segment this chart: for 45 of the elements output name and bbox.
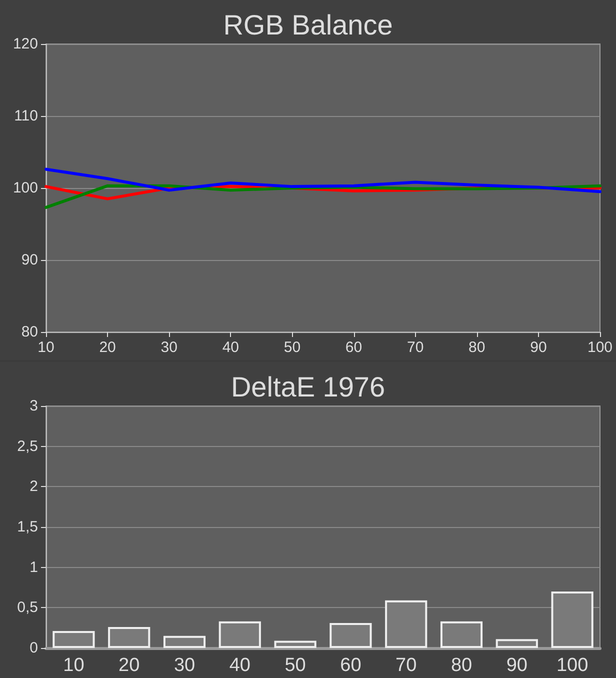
y-tick-label: 120 [12,36,38,52]
y-tick-label: 110 [14,108,38,124]
bar [440,621,483,648]
bar [274,640,316,648]
x-tick-label: 80 [468,339,486,356]
y-tick-label: 1 [30,558,38,576]
x-tick-label: 100 [587,339,613,356]
x-tick-label: 10 [63,655,84,676]
y-tick-label: 0,5 [17,599,38,616]
bar [163,636,206,648]
x-tick-label: 40 [222,339,240,356]
x-tick-label: 70 [406,339,424,356]
bar [108,627,150,648]
y-tick-label: 90 [21,252,38,268]
x-tick-label: 30 [160,339,178,356]
y-tick-label: 1,5 [17,518,38,536]
x-tick-label: 70 [396,655,417,676]
x-tick-label: 60 [345,339,362,356]
y-tick-label: 3 [30,398,38,414]
bar [551,592,594,648]
x-tick-label: 20 [118,655,140,676]
bar [385,600,428,648]
x-tick-label: 60 [340,655,362,676]
y-tick-label: 0 [30,640,38,656]
y-tick-label: 2 [30,478,38,496]
y-tick-label: 2,5 [17,438,38,455]
y-tick-label: 100 [12,180,38,196]
x-tick-label: 20 [99,339,116,356]
x-tick-label: 100 [556,655,588,676]
x-tick-label: 50 [284,339,301,356]
chart-title: RGB Balance [223,10,393,40]
x-tick-label: 40 [229,655,250,676]
y-tick-label: 80 [21,324,38,340]
x-tick-label: 30 [174,655,196,676]
chart-title: DeltaE 1976 [230,372,386,402]
line-series [44,168,602,194]
x-tick-label: 10 [38,339,54,356]
bar [218,621,261,648]
bar [52,631,95,648]
x-tick-label: 50 [284,655,306,676]
x-tick-label: 90 [530,339,547,356]
bar [496,639,538,648]
x-tick-label: 80 [450,655,472,676]
bar [330,622,372,648]
x-tick-label: 90 [506,655,528,676]
